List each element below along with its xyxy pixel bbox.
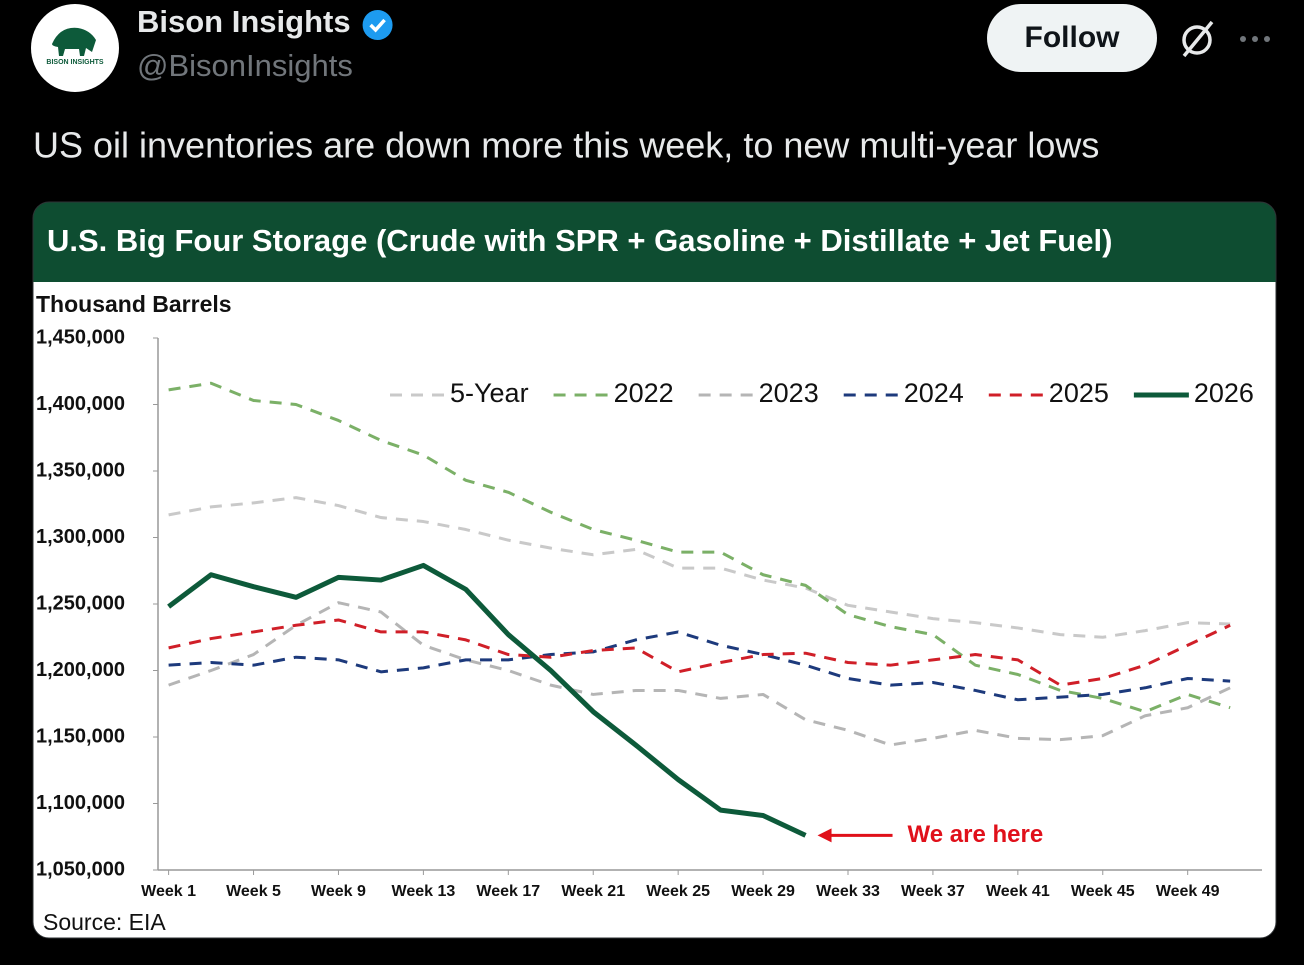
x-tick-label: Week 33 [816,883,880,900]
tweet-text: US oil inventories are down more this we… [33,125,1099,166]
avatar-text: BISON INSIGHTS [46,59,104,66]
legend-label: 2024 [904,378,964,408]
card-border [32,201,1277,939]
x-tick-label: Week 21 [561,883,625,900]
x-tick-label: Week 41 [986,883,1050,900]
y-tick-label: 1,200,000 [36,659,125,681]
dot [1264,36,1270,42]
dot [1252,36,1258,42]
plot: 1,050,000 1,100,000 1,150,000 1,200,000 1,25… [36,326,1262,900]
x-tick-label: Week 45 [1071,883,1135,900]
follow-button[interactable] [987,4,1157,72]
y-tick-label: 1,400,000 [36,393,125,415]
display-name[interactable]: Bison Insights [137,4,351,39]
legend-label: 2022 [614,378,674,408]
verified-badge [362,10,393,40]
card-background [33,202,1276,938]
x-tick-label: Week 9 [311,883,366,900]
chart-card[interactable] [33,202,1276,938]
legend-label: 2023 [759,378,819,408]
title-bar [33,202,1276,282]
legend-label: 5-Year [450,378,529,408]
x-tick-label: Week 37 [901,883,965,900]
x-tick-label: Week 17 [476,883,540,900]
grok-icon[interactable] [1182,20,1214,58]
annotation-arrowhead [817,828,832,843]
x-tick-label: Week 29 [731,883,795,900]
badge-check [369,18,386,33]
dot [1240,36,1246,42]
series-line [168,496,1231,639]
legend-label: 2026 [1194,378,1254,408]
chart-title: U.S. Big Four Storage (Crude with SPR + … [47,223,1112,258]
y-tick-label: 1,100,000 [36,792,125,814]
x-tick-label: Week 13 [392,883,456,900]
y-tick-label: 1,050,000 [36,858,125,880]
avatar-logo [52,27,96,56]
x-tick-label: Week 25 [646,883,710,900]
follow-label[interactable]: Follow [1025,21,1121,54]
grok-ring [1182,25,1212,55]
legend-label: 2025 [1049,378,1109,408]
badge-circle [362,10,393,40]
x-tick-label: Week 1 [141,883,196,900]
annotation: We are here [908,821,1044,848]
source: Source: EIA [43,909,166,935]
more-icon[interactable] [1240,36,1270,42]
handle[interactable]: @BisonInsights [137,48,353,83]
x-tick-label: Week 49 [1156,883,1220,900]
y-axis-title: Thousand Barrels [36,291,232,317]
y-tick-label: 1,150,000 [36,725,125,747]
grok-slash [1182,20,1214,58]
y-tick-label: 1,350,000 [36,459,125,481]
series-line [167,562,807,838]
y-tick-label: 1,300,000 [36,526,125,548]
y-tick-label: 1,250,000 [36,592,125,614]
series-line [168,618,1231,687]
x-tick-label: Week 5 [226,883,281,900]
series-line [168,381,1231,714]
y-tick-label: 1,450,000 [36,326,125,348]
series-line [168,601,1231,747]
series-line [168,630,1231,702]
